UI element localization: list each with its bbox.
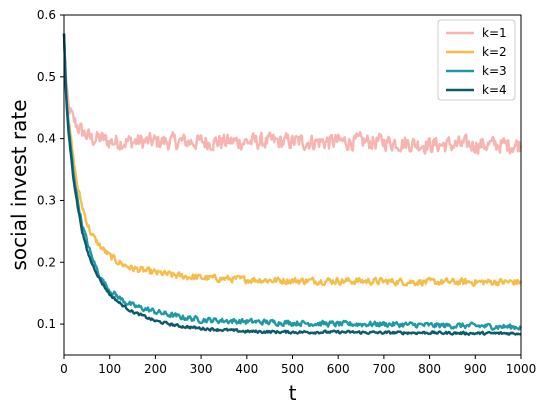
x-tick-label: 900 xyxy=(464,362,487,376)
series-line-k-3 xyxy=(62,33,523,331)
x-tick-label: 700 xyxy=(372,362,395,376)
x-tick-label: 600 xyxy=(327,362,350,376)
legend-label: k=2 xyxy=(482,45,507,59)
x-tick-label: 500 xyxy=(281,362,304,376)
x-tick-label: 400 xyxy=(235,362,258,376)
y-tick-label: 0.5 xyxy=(37,70,56,84)
legend-label: k=4 xyxy=(482,83,507,97)
y-tick-label: 0.6 xyxy=(37,8,56,22)
series-line-k-1 xyxy=(62,33,523,155)
series-layer xyxy=(62,33,523,336)
y-axis: 0.1 0.2 0.3 0.4 0.5 0.6 xyxy=(37,8,64,331)
x-axis-title: t xyxy=(289,381,297,405)
legend: k=1 k=2 k=3 k=4 xyxy=(437,19,516,101)
y-tick-label: 0.2 xyxy=(37,255,56,269)
x-tick-label: 0 xyxy=(60,362,68,376)
legend-label: k=3 xyxy=(482,64,507,78)
x-tick-label: 800 xyxy=(418,362,441,376)
series-line-k-4 xyxy=(62,33,522,336)
x-tick-label: 200 xyxy=(144,362,167,376)
series-line-k-2 xyxy=(62,33,523,287)
legend-label: k=1 xyxy=(482,26,507,40)
y-tick-label: 0.4 xyxy=(37,132,56,146)
y-tick-label: 0.3 xyxy=(37,193,56,207)
y-tick-label: 0.1 xyxy=(37,317,56,331)
x-tick-label: 300 xyxy=(190,362,213,376)
legend-box xyxy=(437,19,516,101)
x-tick-label: 1000 xyxy=(506,362,537,376)
x-tick-label: 100 xyxy=(98,362,121,376)
x-axis: 0 100 200 300 400 500 600 700 800 900 1000 xyxy=(60,355,536,376)
y-axis-title: social invest rate xyxy=(7,100,31,271)
